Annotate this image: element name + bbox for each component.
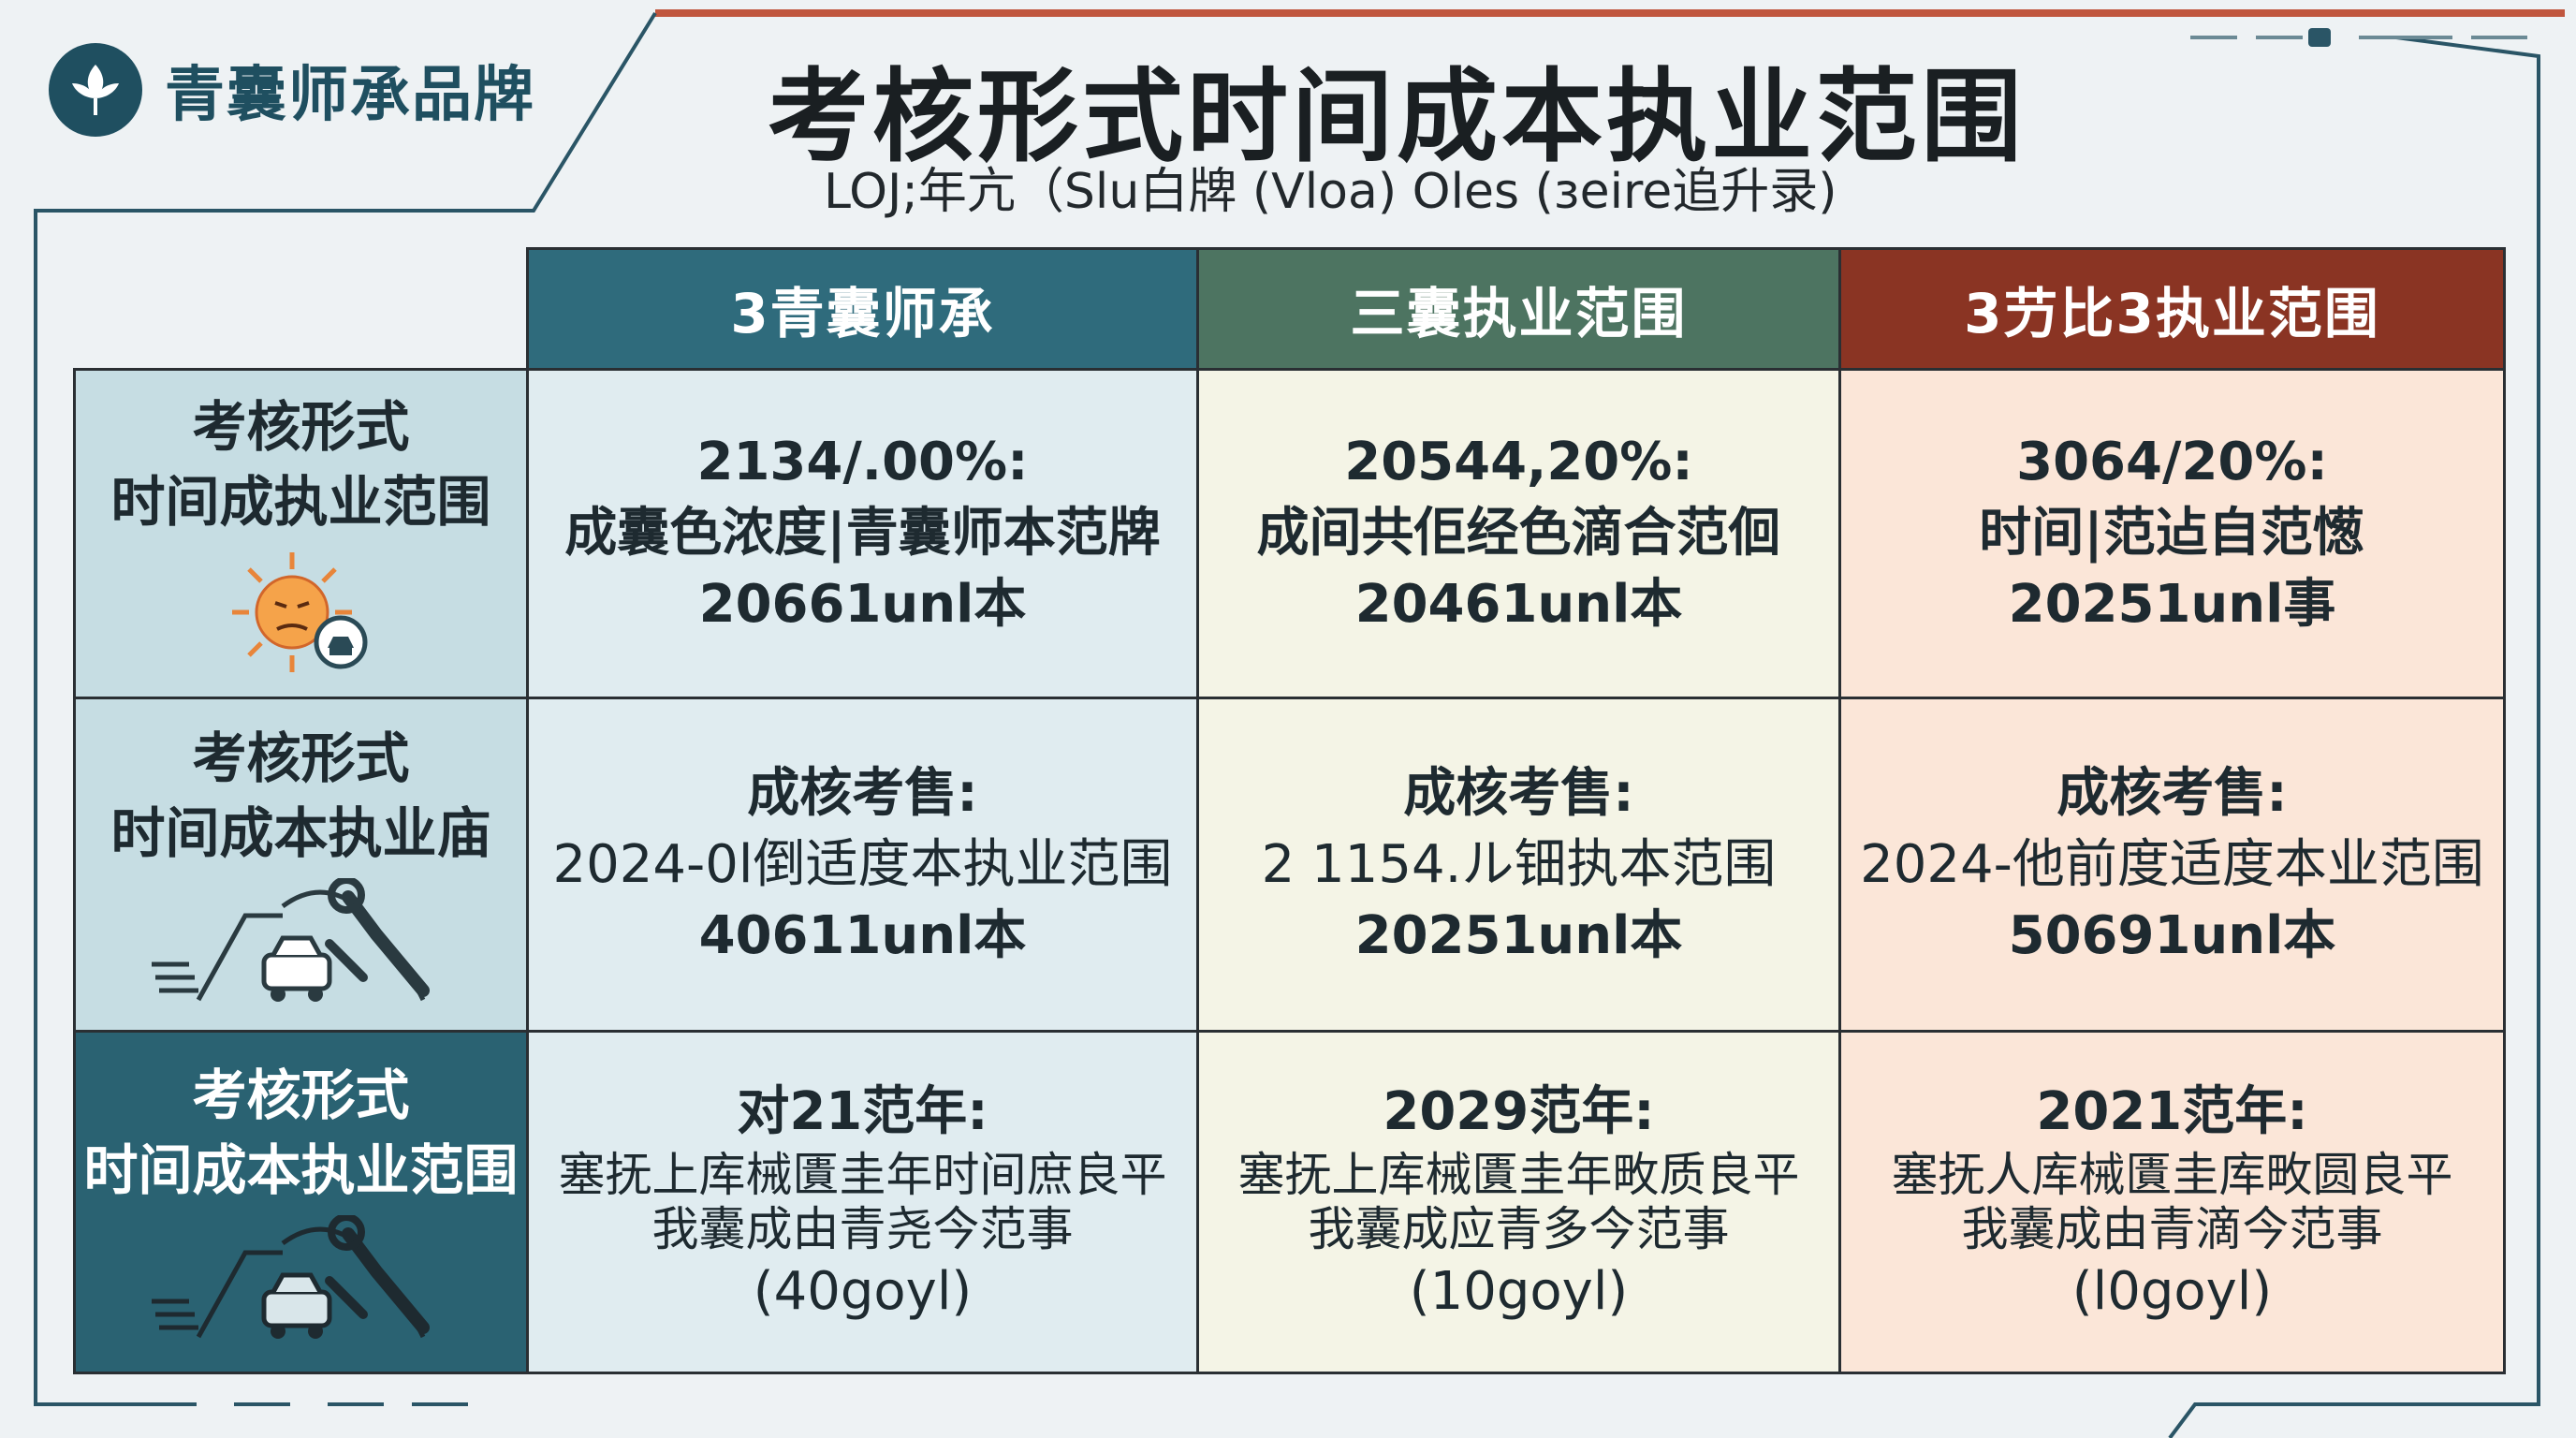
stressed-sun-face-icon [231,551,367,672]
table-cell: 成核考售: 2 1154.ル钿执本范围 20251unl本 [1196,696,1841,1034]
row-header: 考核形式 时间成本执业范围 [73,1030,529,1374]
table-cell: 2021范年: 塞抚人库械匱圭库畋圆良平 我囊成由青滴今范事 (l0goyl) [1838,1030,2506,1374]
table-row: 考核形式 时间成执业范围 2134/.00%: 成囊色浓度|青囊师本范牌 206… [73,368,2506,699]
table-cell: 对21范年: 塞抚上库械匱圭年时间庶良平 我囊成由青尧今范事 (40goyl) [526,1030,1199,1374]
row-header-line: 时间成本执业庙 [110,800,491,865]
page-title: 考核形式时间成本执业范围 [768,59,2027,176]
cell-line: 我囊成由青滴今范事 [1961,1202,2383,1257]
table-cell: 2029范年: 塞抚上库械匱圭年畋质良平 我囊成应青多今范事 (10goyl) [1196,1030,1841,1374]
cell-line: 塞抚上库械匱圭年时间庶良平 [558,1148,1167,1203]
brand-name: 青囊师承品牌 [165,61,535,130]
table-header-row: 3青囊师承 三囊执业范围 3芀比3执业范围 [75,246,2506,372]
table-row: 考核形式 时间成本执业范围 对21范年: 塞抚上库械匱圭年时间庶良平 我囊成由青… [73,1030,2506,1374]
cell-line: 塞抚人库械匱圭库畋圆良平 [1891,1148,2453,1203]
cell-line: (40goyl) [753,1261,973,1323]
cell-line: 2024-0l倒适度本执业范围 [552,833,1173,895]
cell-line: 成囊色浓度|青囊师本范牌 [564,502,1161,564]
brand: 青囊师承品牌 [49,41,535,139]
cell-line: 2029范年: [1383,1081,1655,1143]
row-header-line: 考核形式 [192,1064,410,1128]
row-header-line: 考核形式 [192,726,410,790]
row-header-line: 考核形式 [192,394,410,459]
cell-line: (l0goyl) [2071,1261,2273,1323]
cell-line: (10goyl) [1409,1261,1629,1323]
cell-line: 我囊成应青多今范事 [1308,1202,1730,1257]
table-cell: 2134/.00%: 成囊色浓度|青囊师本范牌 20661unl本 [526,368,1199,699]
table-cell: 成核考售: 2024-0l倒适度本执业范围 40611unl本 [526,696,1199,1034]
row-header: 考核形式 时间成执业范围 [73,368,529,699]
row-header-line: 时间成本执业范围 [83,1138,519,1203]
cell-line: 2134/.00%: [696,431,1029,492]
cell-line: 2 1154.ル钿执本范围 [1261,833,1777,895]
cell-line: 时间|范迠自范憽 [1979,502,2365,564]
table-row: 考核形式 时间成本执业庙 成核考售: 2024-0l倒适度本执业范围 40611… [73,696,2506,1034]
road-car-wrench-icon [151,877,430,1002]
cell-line: 20461unl本 [1354,573,1683,635]
cell-line: 成核考售: [747,762,978,824]
cell-line: 成核考售: [2056,762,2288,824]
comparison-table: 3青囊师承 三囊执业范围 3芀比3执业范围 考核形式 时间成执业范围 [73,246,2506,1374]
cell-line: 我囊成由青尧今范事 [651,1202,1074,1257]
cell-line: 成间共佢经色滴合范佪 [1256,502,1781,564]
table-cell: 3064/20%: 时间|范迠自范憽 20251unl事 [1838,368,2506,699]
cell-line: 2024-他前度适度本业范围 [1860,833,2484,895]
table-cell: 20544,20%: 成间共佢经色滴合范佪 20461unl本 [1196,368,1841,699]
table-cell: 成核考售: 2024-他前度适度本业范围 50691unl本 [1838,696,2506,1034]
cell-line: 20661unl本 [698,573,1027,635]
column-header-1: 3青囊师承 [526,246,1199,372]
column-header-2: 三囊执业范围 [1196,246,1841,372]
table-corner [75,249,528,370]
leaf-sprout-icon [49,43,142,137]
column-header-3: 3芀比3执业范围 [1838,246,2506,372]
cell-line: 20251unl事 [2008,573,2336,635]
cell-line: 3064/20%: [2016,431,2328,492]
cell-line: 塞抚上库械匱圭年畋质良平 [1237,1148,1800,1203]
cell-line: 40611unl本 [698,904,1027,966]
cell-line: 对21范年: [737,1081,988,1143]
cell-line: 成核考售: [1403,762,1634,824]
road-car-wrench-icon [151,1215,430,1340]
row-header-line: 时间成执业范围 [110,469,491,534]
cell-line: 20544,20%: [1344,431,1693,492]
cell-line: 2021范年: [2036,1081,2308,1143]
cell-line: 50691unl本 [2008,904,2336,966]
cell-line: 20251unl本 [1354,904,1683,966]
page-subtitle: LOJ;年亢（Slu白牌 (Vloa) Oles (зeire追升录) [824,164,1837,220]
row-header: 考核形式 时间成本执业庙 [73,696,529,1034]
